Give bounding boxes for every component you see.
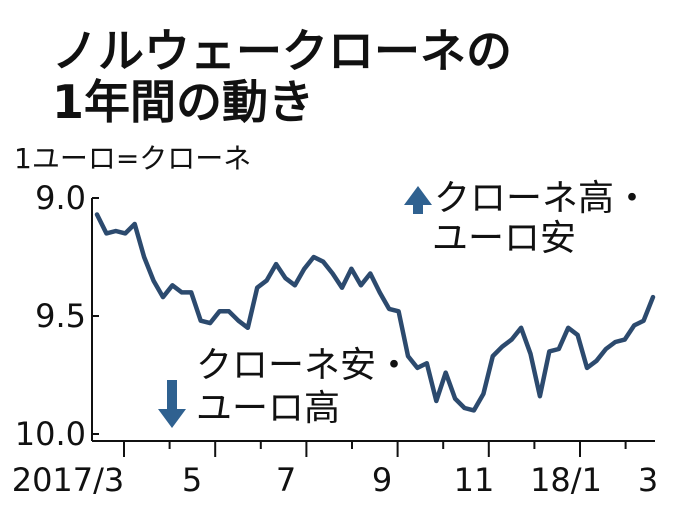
y-axis-ticks: 9.0 9.5 10.0 — [15, 179, 99, 453]
y-axis-label: 1ユーロ=クローネ — [14, 142, 251, 175]
x-axis-ticks: 2017/3 5 7 9 11 18/1 3 — [12, 441, 658, 499]
chart-title-line1: ノルウェークローネの — [52, 24, 512, 78]
x-tick-label: 5 — [182, 461, 202, 499]
annotation-up-line2: ユーロ安 — [432, 218, 576, 259]
y-tick-label: 10.0 — [15, 415, 86, 453]
annotation-down-line1: クローネ安・ — [196, 345, 412, 386]
x-tick-label: 7 — [276, 461, 296, 499]
annotation-down-line2: ユーロ高 — [196, 388, 340, 429]
x-tick-label: 3 — [638, 461, 658, 499]
x-tick-label: 2017/3 — [12, 461, 125, 499]
down-arrow-icon — [158, 380, 186, 428]
series-line — [94, 212, 656, 413]
x-tick-label: 11 — [454, 461, 495, 499]
x-tick-label: 18/1 — [530, 461, 602, 499]
chart-title-line2: 1年間の動き — [52, 75, 314, 129]
annotation-up-line1: クローネ高・ — [434, 178, 650, 219]
x-tick-label: 9 — [372, 461, 392, 499]
annotation-down: クローネ安・ ユーロ高 — [158, 345, 412, 429]
up-arrow-icon — [404, 186, 432, 214]
y-tick-label: 9.5 — [35, 297, 86, 335]
y-tick-label: 9.0 — [35, 179, 86, 217]
annotation-up: クローネ高・ ユーロ安 — [404, 178, 650, 259]
